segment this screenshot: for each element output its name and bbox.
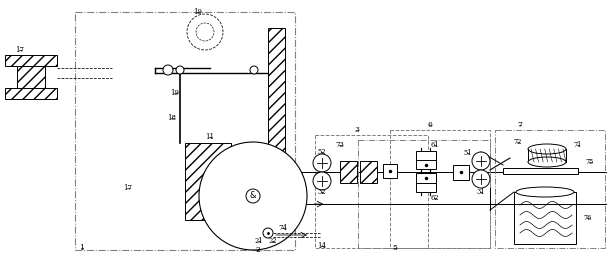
Text: 52: 52	[317, 148, 326, 156]
Ellipse shape	[516, 187, 574, 197]
Circle shape	[313, 154, 331, 172]
Text: &: &	[249, 191, 256, 200]
Polygon shape	[185, 143, 231, 220]
Text: 62: 62	[431, 194, 439, 202]
Text: 17: 17	[16, 46, 24, 54]
Circle shape	[199, 142, 307, 250]
Text: 51: 51	[464, 149, 472, 157]
Polygon shape	[5, 88, 57, 99]
Text: 14: 14	[317, 242, 327, 250]
Text: 19: 19	[171, 89, 180, 97]
Text: 32: 32	[317, 188, 326, 196]
Polygon shape	[5, 55, 57, 66]
Text: 19: 19	[194, 8, 203, 16]
Text: 75: 75	[586, 158, 594, 166]
Text: 2: 2	[256, 246, 260, 254]
Circle shape	[263, 228, 273, 238]
Circle shape	[246, 189, 260, 203]
Text: 73: 73	[336, 141, 344, 149]
Circle shape	[250, 66, 258, 74]
Polygon shape	[453, 165, 469, 180]
Polygon shape	[503, 168, 578, 174]
Circle shape	[472, 152, 490, 170]
Polygon shape	[383, 164, 397, 178]
Circle shape	[313, 172, 331, 190]
Text: 21: 21	[255, 237, 263, 245]
Circle shape	[176, 66, 184, 74]
Text: 76: 76	[584, 214, 592, 222]
Text: 1: 1	[80, 244, 84, 252]
Ellipse shape	[528, 144, 566, 154]
Text: 22: 22	[269, 237, 277, 245]
Text: 61: 61	[431, 141, 439, 149]
Text: 72: 72	[514, 138, 522, 146]
Text: 74: 74	[279, 224, 288, 232]
Polygon shape	[268, 28, 285, 220]
Text: 31: 31	[476, 188, 485, 196]
Circle shape	[163, 65, 173, 75]
Text: 7: 7	[518, 121, 523, 129]
Polygon shape	[416, 173, 436, 183]
Text: 11: 11	[206, 133, 214, 141]
Polygon shape	[416, 160, 436, 169]
Ellipse shape	[528, 157, 566, 167]
Polygon shape	[360, 161, 377, 183]
Text: 71: 71	[574, 141, 582, 149]
Text: 18: 18	[168, 114, 177, 122]
Polygon shape	[514, 192, 576, 244]
Polygon shape	[17, 66, 45, 88]
Text: 6: 6	[427, 121, 432, 129]
Circle shape	[472, 170, 490, 188]
Text: 17: 17	[123, 184, 132, 192]
Polygon shape	[340, 161, 357, 183]
Polygon shape	[416, 151, 436, 161]
Text: 3: 3	[354, 126, 359, 134]
Polygon shape	[416, 183, 436, 192]
Text: 5: 5	[393, 244, 398, 252]
